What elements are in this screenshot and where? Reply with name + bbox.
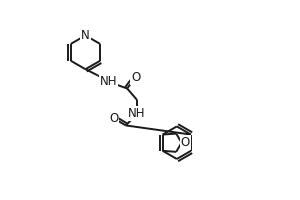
Text: O: O	[131, 71, 140, 84]
Text: N: N	[81, 29, 90, 42]
Text: O: O	[181, 136, 190, 149]
Text: O: O	[109, 112, 119, 125]
Text: NH: NH	[100, 75, 117, 88]
Text: NH: NH	[128, 107, 146, 120]
